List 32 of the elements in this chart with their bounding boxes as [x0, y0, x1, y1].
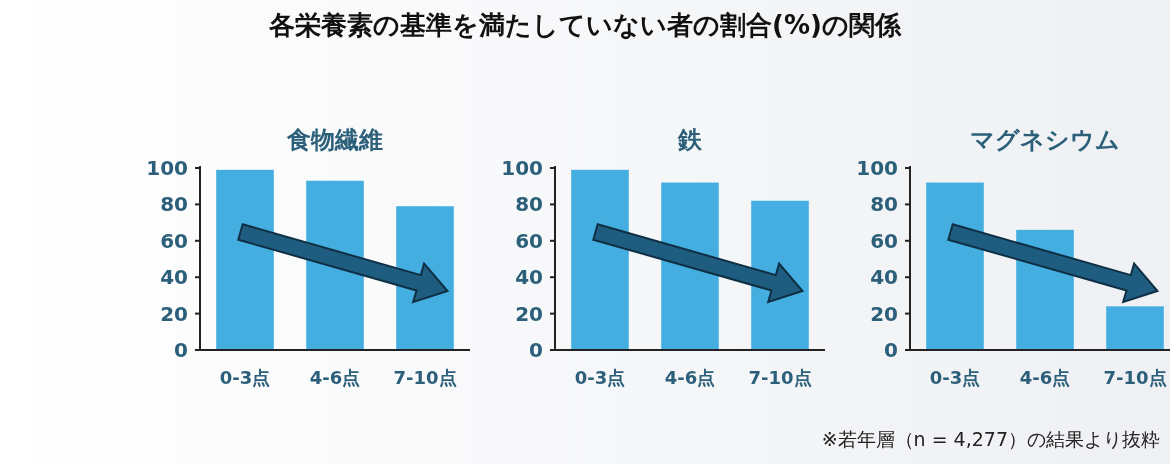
y-tick-label: 60 [870, 228, 898, 253]
y-tick-label: 20 [160, 301, 188, 326]
text: ※若年層（n = 4,277）の結果より抜粋 [821, 428, 1160, 450]
y-tick-label: 0 [884, 338, 898, 362]
y-tick-label: 0 [529, 338, 543, 362]
y-tick-label: 0 [174, 338, 188, 362]
y-tick-label: 80 [160, 192, 188, 217]
y-tick-label: 40 [160, 265, 188, 290]
y-tick-label: 100 [856, 156, 898, 180]
x-tick-label: 7-10点 [393, 367, 457, 388]
y-tick-label: 20 [870, 301, 898, 326]
chart-title: 鉄 [677, 126, 703, 154]
x-tick-label: 0-3点 [574, 367, 626, 388]
x-tick-label: 0-3点 [929, 367, 981, 388]
y-tick-label: 100 [146, 156, 188, 180]
y-tick-label: 100 [501, 156, 543, 180]
y-tick-label: 60 [515, 228, 543, 253]
y-tick-label: 60 [160, 228, 188, 253]
x-tick-label: 0-3点 [219, 367, 271, 388]
y-tick-label: 20 [515, 301, 543, 326]
y-tick-label: 40 [515, 265, 543, 290]
text: 各栄養素の基準を満たしていない者の割合(%)の関係 [268, 10, 902, 40]
chart-title: マグネシウム [970, 126, 1120, 154]
y-tick-label: 80 [515, 192, 543, 217]
x-tick-label: 4-6点 [309, 367, 361, 388]
y-tick-label: 80 [870, 192, 898, 217]
y-tick-label: 40 [870, 265, 898, 290]
x-tick-label: 4-6点 [1019, 367, 1071, 388]
x-tick-label: 7-10点 [1103, 367, 1167, 388]
x-tick-label: 4-6点 [664, 367, 716, 388]
x-tick-label: 7-10点 [748, 367, 812, 388]
chart-title: 食物繊維 [286, 126, 383, 154]
